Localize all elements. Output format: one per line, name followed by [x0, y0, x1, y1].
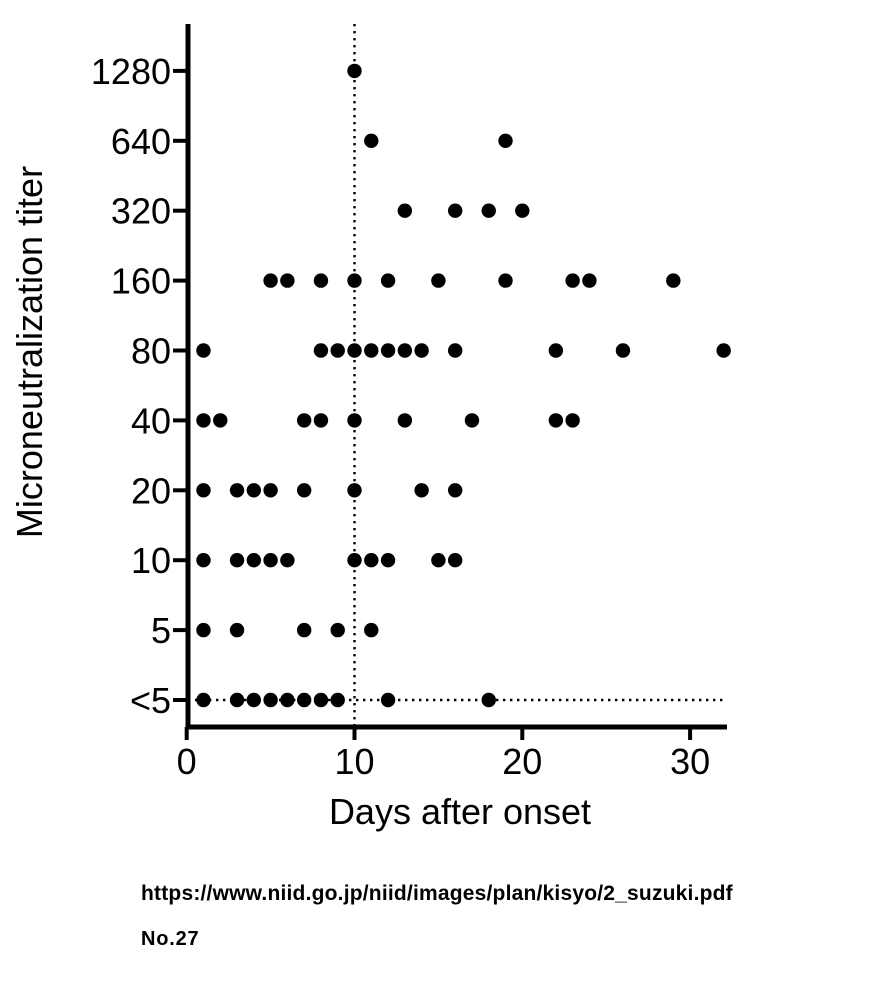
data-point: [548, 413, 564, 428]
data-point: [498, 133, 513, 148]
data-point: [347, 483, 362, 498]
data-point: [380, 692, 396, 708]
x-axis-title: Days after onset: [329, 791, 591, 832]
data-point: [196, 413, 211, 428]
y-tick-label: 320: [111, 191, 171, 232]
data-point: [280, 692, 295, 708]
scatter-chart: Microneutralization titer Days after ons…: [9, 24, 731, 832]
x-tick-label: 30: [670, 741, 710, 782]
data-point: [414, 343, 429, 358]
data-point: [330, 343, 345, 358]
data-point: [548, 343, 564, 358]
x-tick-label: 10: [334, 741, 374, 782]
data-point: [464, 413, 480, 428]
data-point: [364, 343, 379, 358]
data-point: [347, 273, 362, 288]
footer: https://www.niid.go.jp/niid/images/plan/…: [141, 882, 733, 951]
data-point: [196, 483, 211, 498]
data-point: [481, 203, 496, 218]
data-point: [296, 692, 312, 708]
y-tick-label: <5: [130, 680, 171, 721]
plot-area: Microneutralization titer Days after ons…: [9, 24, 731, 832]
data-point: [447, 553, 463, 568]
data-point: [447, 203, 463, 218]
page-number: No.27: [141, 928, 200, 950]
data-point: [263, 273, 278, 288]
data-point: [196, 692, 211, 708]
x-tick-label: 20: [502, 741, 542, 782]
data-point: [447, 343, 463, 358]
data-point: [280, 273, 295, 288]
y-tick-label: 5: [151, 610, 171, 651]
data-point: [229, 692, 245, 708]
data-point: [347, 553, 362, 568]
data-point: [296, 483, 312, 498]
data-point: [246, 692, 262, 708]
y-tick-label: 40: [131, 400, 171, 441]
data-point: [380, 343, 396, 358]
data-point: [582, 273, 597, 288]
data-point: [296, 413, 312, 428]
data-point: [481, 692, 496, 708]
data-point: [716, 343, 731, 358]
data-point: [196, 343, 211, 358]
data-point: [246, 553, 262, 568]
data-point: [263, 553, 278, 568]
data-point: [397, 413, 413, 428]
y-tick-label: 160: [111, 261, 171, 302]
data-point: [330, 692, 345, 708]
source-url: https://www.niid.go.jp/niid/images/plan/…: [141, 882, 733, 905]
data-point: [347, 63, 362, 79]
data-point: [263, 692, 278, 708]
x-tick-label: 0: [177, 741, 197, 782]
data-point: [498, 273, 513, 288]
data-point: [380, 273, 396, 288]
y-tick-label: 1280: [91, 51, 171, 92]
y-tick-label: 80: [131, 331, 171, 372]
data-point: [380, 553, 396, 568]
data-point: [330, 622, 345, 638]
data-point: [229, 622, 245, 638]
y-axis-title: Microneutralization titer: [9, 166, 50, 538]
data-point: [397, 343, 413, 358]
data-point: [431, 553, 446, 568]
data-point: [196, 553, 211, 568]
data-point: [515, 203, 530, 218]
data-point: [447, 483, 463, 498]
data-point: [397, 203, 413, 218]
data-point: [615, 343, 631, 358]
data-point: [313, 343, 329, 358]
data-point: [565, 413, 580, 428]
data-point: [263, 483, 278, 498]
y-tick-label: 640: [111, 121, 171, 162]
data-point: [666, 273, 681, 288]
data-point: [414, 483, 429, 498]
data-point: [364, 133, 379, 148]
data-point: [213, 413, 228, 428]
y-tick-label: 20: [131, 470, 171, 511]
data-point: [347, 343, 362, 358]
data-point: [296, 622, 312, 638]
data-point: [280, 553, 295, 568]
data-point: [196, 622, 211, 638]
y-tick-label: 10: [131, 540, 171, 581]
data-point: [364, 622, 379, 638]
data-point: [313, 692, 329, 708]
data-point: [565, 273, 580, 288]
data-point: [313, 273, 329, 288]
data-point: [313, 413, 329, 428]
data-point: [347, 413, 362, 428]
data-point: [246, 483, 262, 498]
data-point: [229, 483, 245, 498]
data-point: [229, 553, 245, 568]
data-point: [364, 553, 379, 568]
data-point: [431, 273, 446, 288]
